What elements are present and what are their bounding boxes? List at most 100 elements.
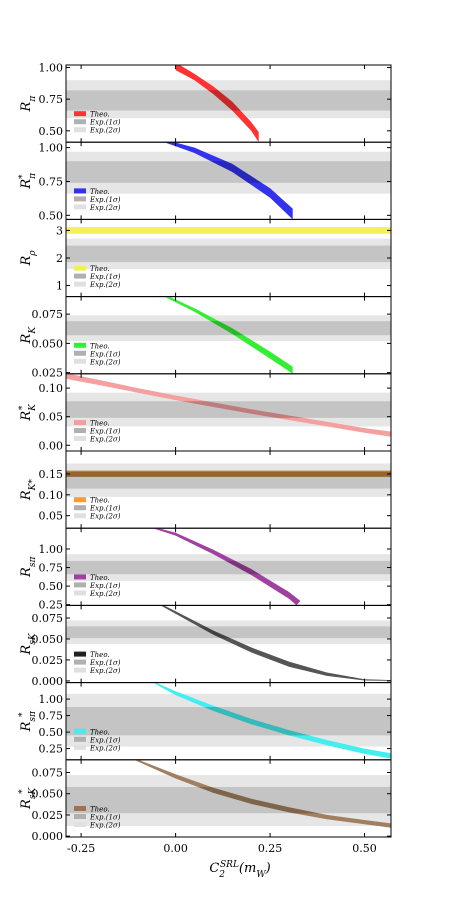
legend-label: Exp.(1σ) [89,273,121,281]
theory-overlap-shade [181,401,303,418]
legend-label: Exp.(1σ) [89,350,121,358]
legend-label: Theo. [90,420,110,428]
y-tick-label: 0.10 [39,489,64,502]
legend: Theo.Exp.(1σ)Exp.(2σ) [74,574,121,598]
y-tick-label: 0.075 [32,767,64,780]
x-tick-label: 0.25 [258,842,283,855]
exp-1sigma-band [66,560,391,575]
legend-label: Exp.(1σ) [89,814,121,822]
legend-swatch [74,111,86,117]
theory-band [66,373,391,437]
plot-area [66,605,391,681]
legend: Theo.Exp.(1σ)Exp.(2σ) [74,188,121,212]
legend-swatch [74,342,86,348]
legend-label: Exp.(2σ) [89,281,121,289]
legend-label: Exp.(2σ) [89,358,121,366]
y-tick-label: 0.75 [39,93,64,106]
y-tick-label: 0.50 [39,209,64,222]
legend-label: Theo. [90,651,110,659]
legend-swatch [74,822,86,827]
legend-label: Theo. [90,265,110,273]
y-tick-label: 1.00 [39,62,64,75]
legend-swatch [74,574,86,580]
legend-label: Exp.(2σ) [89,127,121,135]
y-tick-label: 0.05 [39,411,64,424]
legend: Theo.Exp.(1σ)Exp.(2σ) [74,728,121,752]
panel-3: 1 2 3 Rρ Theo.Exp.(1σ)Exp.(2σ) [19,218,392,298]
legend-swatch [74,667,86,673]
legend-swatch [74,736,86,742]
legend-swatch [74,728,86,734]
theory-overlap-shade [198,626,231,639]
plot-area [66,373,391,437]
theory-band [134,759,391,828]
legend: Theo.Exp.(1σ)Exp.(2σ) [74,806,121,830]
legend-swatch [74,428,86,433]
legend-swatch [74,659,86,665]
panel-4: 0.025 0.050 0.075 RK Theo.Exp.(1σ)Exp.(2σ) [19,296,392,380]
y-tick-label: 0.75 [39,710,64,723]
legend: Theo.Exp.(1σ)Exp.(2σ) [74,420,121,444]
plot-area [66,65,391,143]
legend-swatch [74,814,86,819]
y-tick-label: 2 [56,252,63,265]
legend: Theo.Exp.(1σ)Exp.(2σ) [74,265,121,289]
legend-swatch [74,513,86,519]
panel-1: 0.50 0.75 1.00 Rπ Theo.Exp.(1σ)Exp.(2σ) [19,62,392,143]
legend-swatch [74,196,86,202]
y-tick-label: 0.10 [39,382,64,395]
panel-frame [65,759,392,838]
legend-swatch [74,204,86,210]
legend-swatch [74,127,86,133]
legend-swatch [74,273,86,279]
plot-area [66,463,391,497]
y-tick-label: 0.075 [32,612,64,625]
y-tick-label: 0.50 [39,125,64,138]
y-tick-label: 0.050 [32,337,64,350]
exp-1sigma-band [66,245,391,263]
plot-area [66,759,391,828]
legend-label: Exp.(2σ) [89,822,121,830]
y-tick-label: 1 [56,280,63,293]
x-tick-label: -0.25 [67,842,95,855]
legend-label: Theo. [90,728,110,736]
y-tick-label: 0.025 [32,809,64,822]
panel-2: 0.50 0.75 1.00 Rπ* Theo.Exp.(1σ)Exp.(2σ) [18,142,392,222]
legend-label: Exp.(2σ) [89,204,121,212]
y-tick-label: 0.000 [32,675,64,688]
legend-label: Exp.(1σ) [89,428,121,436]
y-tick-label: 0.75 [39,562,64,575]
legend-swatch [74,590,86,596]
legend-label: Exp.(1σ) [89,659,121,667]
y-tick-label: 1.00 [39,543,64,556]
legend-swatch [74,651,86,657]
legend-swatch [74,420,86,425]
y-axis-label: Rπ [19,95,38,113]
legend-swatch [74,350,86,356]
y-tick-label: 0.50 [39,726,64,739]
y-tick-label: 0.50 [39,580,64,593]
y-tick-label: 0.050 [32,788,64,801]
y-tick-label: 0.05 [39,510,64,523]
y-axis-label: RsK* [18,787,38,810]
legend: Theo.Exp.(1σ)Exp.(2σ) [74,651,121,675]
panel-10: 0.000 0.025 0.050 0.075 RsK* Theo.Exp.(1σ)Exp… [18,759,392,843]
panel-8: 0.000 0.025 0.050 0.075 RsK Theo.Exp.(1σ)Exp.… [19,604,392,688]
plot-area [66,682,391,759]
legend-swatch [74,582,86,588]
y-axis-label: RsK [19,632,38,655]
legend: Theo.Exp.(1σ)Exp.(2σ) [74,497,121,521]
legend-label: Theo. [90,806,110,814]
legend-swatch [74,358,86,364]
y-axis-label: RK [19,326,38,345]
legend-swatch [74,119,86,125]
y-tick-label: 0.25 [39,743,64,756]
y-tick-label: 0.025 [32,654,64,667]
y-tick-label: 0.25 [39,599,64,612]
theory-overlap-shade [210,161,262,183]
